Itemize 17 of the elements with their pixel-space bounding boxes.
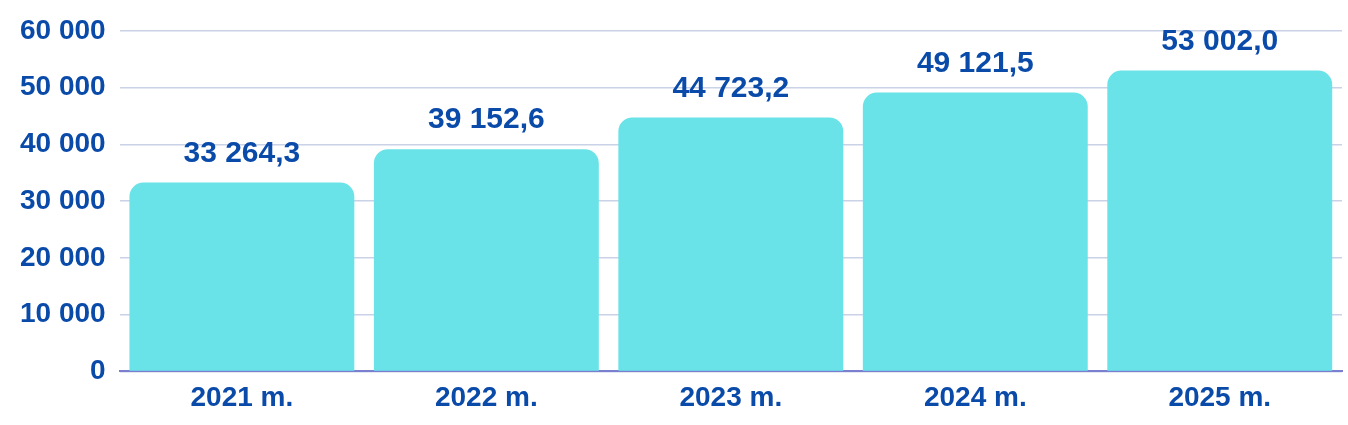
data-label: 39 152,6 — [427, 101, 545, 135]
data-label: 44 723,2 — [672, 69, 790, 103]
y-tick-label: 30 000 — [20, 183, 106, 215]
data-label: 49 121,5 — [916, 44, 1034, 78]
y-tick-label: 60 000 — [20, 13, 106, 45]
y-tick-label: 20 000 — [20, 240, 106, 272]
y-tick-label: 10 000 — [20, 297, 106, 329]
x-tick-label: 2022 m. — [434, 380, 538, 412]
x-tick-label: 2023 m. — [679, 380, 783, 412]
x-tick-label: 2024 m. — [923, 380, 1027, 412]
x-tick-label: 2025 m. — [1168, 380, 1272, 412]
x-tick-label: 2021 m. — [190, 380, 294, 412]
y-tick-label: 0 — [90, 354, 106, 386]
data-label: 53 002,0 — [1161, 22, 1279, 56]
y-tick-label: 50 000 — [20, 70, 106, 102]
data-label: 33 264,3 — [183, 134, 301, 168]
y-tick-label: 40 000 — [20, 127, 106, 159]
